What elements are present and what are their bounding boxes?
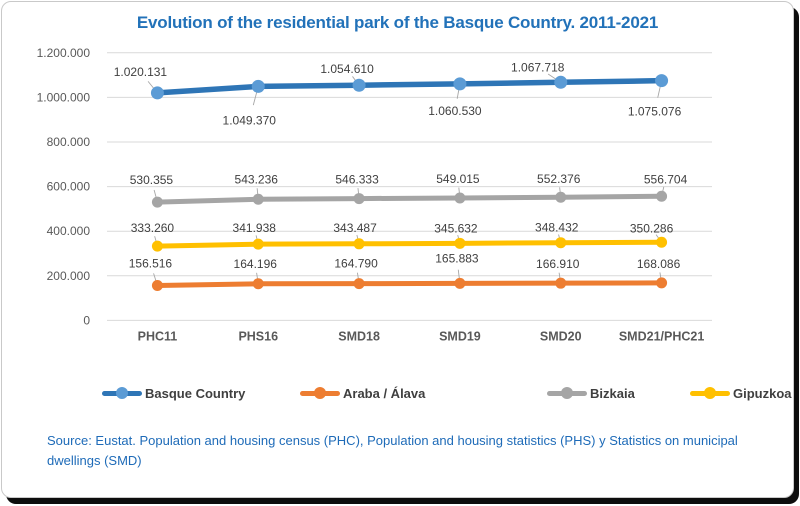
legend-label: Basque Country [145, 385, 246, 401]
data-point [252, 193, 264, 205]
legend-line-marker-icon [102, 387, 142, 399]
chart-svg: 0 200.000 400.000 600.000 800.000 1.000.000 1.… [37, 46, 712, 343]
data-point [151, 279, 163, 291]
series-line [154, 239, 665, 249]
data-label: 543.236 [235, 172, 279, 186]
x-tick-label: PHC11 [138, 329, 178, 343]
data-label: 168.086 [637, 257, 681, 271]
data-label: 348.432 [535, 221, 579, 235]
legend-dot-icon [314, 387, 326, 399]
data-label: 1.075.076 [628, 105, 682, 119]
data-point [656, 277, 668, 289]
data-point [251, 79, 265, 93]
legend-dot-icon [116, 387, 128, 399]
data-label: 166.910 [536, 257, 580, 271]
data-point [151, 240, 163, 252]
leader-line [153, 189, 157, 199]
x-tick-label: SMD21/PHC21 [619, 329, 704, 343]
series-line [154, 280, 665, 288]
data-label: 333.260 [131, 221, 175, 235]
legend-item-basque-country: Basque Country [102, 378, 245, 408]
leader-line [457, 269, 460, 279]
data-point [656, 236, 668, 248]
legend-dot-icon [704, 387, 716, 399]
chart-title: Evolution of the residential park of the… [136, 13, 659, 32]
data-label: 341.938 [233, 221, 277, 235]
data-point [151, 196, 163, 208]
data-label: 549.015 [436, 172, 480, 186]
leader-line [147, 81, 155, 90]
x-tick-label: SMD20 [540, 329, 582, 343]
legend-label: Gipuzkoa [733, 385, 792, 401]
leader-line [657, 86, 661, 98]
data-point [454, 192, 466, 204]
data-label: 343.487 [333, 221, 377, 235]
data-point [454, 277, 466, 289]
series-line [154, 77, 665, 96]
legend-item-gipuzkoa: Gipuzkoa [690, 378, 792, 408]
data-label: 552.376 [537, 172, 581, 186]
legend-line-marker-icon [547, 387, 587, 399]
y-tick-label: 800.000 [47, 135, 91, 149]
leader-line [547, 73, 557, 80]
series-line [154, 193, 665, 205]
data-point [555, 237, 567, 249]
data-label: 350.286 [630, 221, 674, 235]
y-tick-label: 1.200.000 [37, 46, 91, 60]
x-tick-label: SMD19 [439, 329, 481, 343]
y-tick-label: 400.000 [47, 224, 91, 238]
chart-legend: Basque Country Araba / Álava Bizkaia Gipuzk… [2, 378, 793, 408]
y-tick-label: 200.000 [47, 269, 91, 283]
legend-item-bizkaia: Bizkaia [547, 378, 635, 408]
data-point [353, 193, 365, 205]
data-point [656, 190, 668, 202]
data-point [655, 74, 669, 88]
data-label: 156.516 [129, 256, 173, 270]
data-point [555, 277, 567, 289]
data-point [352, 78, 366, 92]
x-tick-label: PHS16 [238, 329, 278, 343]
legend-line-marker-icon [690, 387, 730, 399]
leader-line [456, 88, 460, 99]
data-point [554, 75, 568, 89]
x-tick-label: SMD18 [338, 329, 380, 343]
legend-label: Bizkaia [590, 385, 635, 401]
data-label: 1.054.610 [320, 62, 374, 76]
leader-line [252, 92, 258, 106]
data-point [454, 237, 466, 249]
data-label: 165.883 [435, 251, 479, 265]
data-point [252, 278, 264, 290]
data-label: 164.196 [234, 257, 278, 271]
data-label: 1.060.530 [428, 104, 482, 118]
leader-line [153, 273, 157, 282]
chart-card: Evolution of the residential park of the… [1, 1, 794, 498]
legend-line-marker-icon [300, 387, 340, 399]
legend-item-araba-lava: Araba / Álava [300, 378, 425, 408]
source-note: Source: Eustat. Population and housing c… [47, 433, 738, 469]
data-point [353, 238, 365, 250]
legend-dot-icon [561, 387, 573, 399]
data-point [252, 238, 264, 250]
data-label: 1.067.718 [511, 60, 565, 74]
data-point [353, 278, 365, 290]
data-point [555, 191, 567, 203]
data-label: 1.049.370 [223, 113, 277, 127]
y-tick-label: 0 [83, 313, 90, 327]
data-label: 546.333 [335, 173, 379, 187]
data-label: 1.020.131 [114, 65, 168, 79]
data-label: 530.355 [130, 173, 174, 187]
data-label: 345.632 [434, 221, 478, 235]
data-point [150, 86, 164, 100]
legend-label: Araba / Álava [343, 385, 426, 401]
y-tick-label: 600.000 [47, 180, 91, 194]
data-point [453, 77, 467, 91]
data-label: 164.790 [334, 257, 378, 271]
y-tick-label: 1.000.000 [37, 90, 91, 104]
data-label: 556.704 [644, 172, 688, 186]
